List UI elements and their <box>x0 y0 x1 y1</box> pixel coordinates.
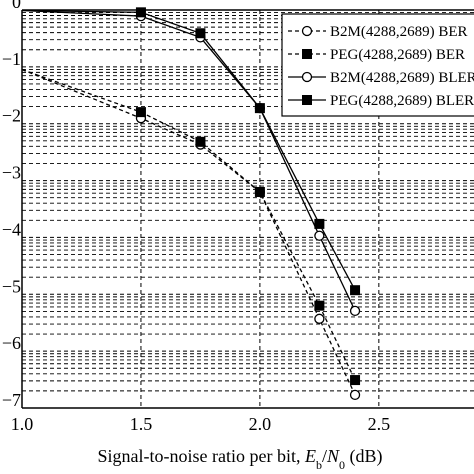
tick-labels: 1.0 1.5 2.0 2.5 0 −1 −2 −3 −4 −5 −6 −7 <box>2 0 390 434</box>
data-point-square <box>195 136 206 147</box>
data-point-circle <box>314 230 325 241</box>
x-tick-label: 2.0 <box>249 414 272 434</box>
y-tick-label: −6 <box>2 333 21 353</box>
x-axis-title: Signal-to-noise ratio per bit, Eb/N0 (dB… <box>98 446 383 472</box>
series-line <box>21 68 356 381</box>
data-point-square <box>135 7 146 18</box>
data-point-square <box>314 218 325 229</box>
data-point-circle <box>349 389 361 401</box>
y-tick-label: −3 <box>2 163 21 183</box>
x-tick-label: 2.5 <box>368 414 391 434</box>
legend-marker-circle <box>301 25 313 37</box>
legend: B2M(4288,2689) BER PEG(4288,2689) BER B2M(… <box>281 13 474 117</box>
legend-marker-square <box>302 95 312 105</box>
x-tick-label: 1.5 <box>130 414 153 434</box>
data-point-square <box>314 300 325 311</box>
series-line <box>21 9 356 312</box>
legend-box <box>281 13 474 117</box>
data-point-square <box>254 103 265 114</box>
legend-label: B2M(4288,2689) BLER <box>330 70 474 86</box>
y-tick-label: −2 <box>2 106 21 126</box>
series-line <box>21 68 356 396</box>
grid <box>22 10 474 409</box>
data-point-circle <box>314 313 325 324</box>
legend-marker-circle <box>301 71 313 83</box>
data-point-square <box>135 107 146 118</box>
x-tick-label: 1.0 <box>11 414 34 434</box>
series-line <box>21 9 356 291</box>
legend-label: PEG(4288,2689) BLER <box>330 93 474 109</box>
data-point-square <box>195 28 206 39</box>
y-tick-label: −5 <box>2 276 21 296</box>
legend-label: PEG(4288,2689) BER <box>330 47 465 63</box>
y-tick-label: 0 <box>12 0 21 12</box>
y-tick-label: −4 <box>2 219 21 239</box>
legend-marker-square <box>302 49 312 59</box>
plot-frame <box>21 9 474 409</box>
legend-label: B2M(4288,2689) BER <box>330 24 468 40</box>
y-tick-label: −1 <box>2 49 21 69</box>
y-tick-label: −7 <box>2 390 21 410</box>
data-point-square <box>350 285 361 296</box>
data-point-square <box>350 375 361 386</box>
data-point-square <box>254 186 265 197</box>
series-group <box>21 7 361 401</box>
data-point-circle <box>349 305 361 317</box>
